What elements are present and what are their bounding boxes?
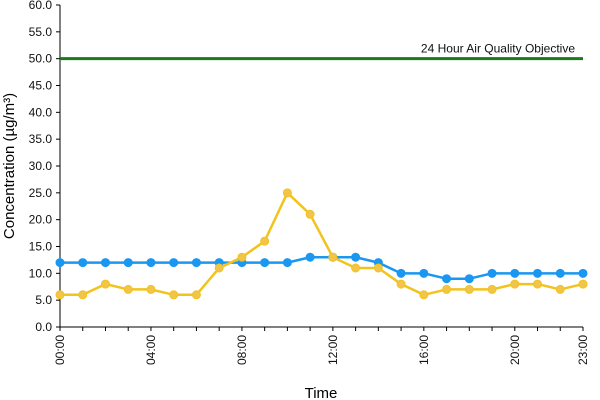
data-point — [396, 268, 406, 278]
y-axis-ticks: 0.0 5.0 10.0 15.0 20.0 25.0 30.0 35.0 40.0 45.0 50… — [29, 0, 60, 334]
x-tick-label: 08:00 — [235, 335, 249, 365]
data-point — [55, 290, 65, 300]
y-axis-title: Concentration (µg/m³) — [1, 93, 18, 239]
data-point — [146, 284, 156, 294]
data-point — [214, 263, 224, 273]
data-point — [578, 279, 588, 289]
data-point — [78, 290, 88, 300]
data-point — [282, 188, 292, 198]
data-point — [169, 290, 179, 300]
series-1 — [55, 252, 588, 284]
y-tick-label: 10.0 — [29, 266, 53, 280]
data-point — [555, 268, 565, 278]
data-point — [533, 268, 543, 278]
series-2 — [55, 188, 588, 300]
data-point — [191, 290, 201, 300]
data-point — [419, 268, 429, 278]
data-point — [191, 258, 201, 268]
series-group — [55, 188, 588, 300]
data-point — [237, 252, 247, 262]
x-tick-label: 23:00 — [576, 335, 590, 365]
x-tick-label: 04:00 — [144, 335, 158, 365]
data-point — [78, 258, 88, 268]
data-point — [123, 258, 133, 268]
reference-line-group: 24 Hour Air Quality Objective — [60, 42, 583, 61]
data-point — [442, 284, 452, 294]
data-point — [555, 284, 565, 294]
data-point — [510, 279, 520, 289]
data-point — [100, 258, 110, 268]
data-point — [419, 290, 429, 300]
data-point — [146, 258, 156, 268]
data-point — [305, 252, 315, 262]
y-tick-label: 35.0 — [29, 132, 53, 146]
x-tick-label: 20:00 — [508, 335, 522, 365]
data-point — [487, 284, 497, 294]
data-point — [260, 258, 270, 268]
data-point — [351, 263, 361, 273]
data-point — [305, 209, 315, 219]
objective-label: 24 Hour Air Quality Objective — [421, 42, 575, 56]
x-tick-label: 00:00 — [53, 335, 67, 365]
data-point — [464, 284, 474, 294]
y-tick-label: 55.0 — [29, 25, 53, 39]
y-tick-label: 30.0 — [29, 159, 53, 173]
series-line — [60, 191, 584, 297]
data-point — [510, 268, 520, 278]
y-tick-label: 20.0 — [29, 213, 53, 227]
x-axis-ticks: 00:00 04:00 08:00 12:00 16:00 20:00 23:00 — [53, 327, 590, 365]
data-point — [100, 279, 110, 289]
y-tick-label: 45.0 — [29, 79, 53, 93]
data-point — [373, 263, 383, 273]
x-tick-label: 16:00 — [417, 335, 431, 365]
data-point — [487, 268, 497, 278]
data-point — [55, 258, 65, 268]
data-point — [123, 284, 133, 294]
y-tick-label: 40.0 — [29, 105, 53, 119]
y-tick-label: 5.0 — [35, 293, 52, 307]
y-tick-label: 50.0 — [29, 52, 53, 66]
data-point — [169, 258, 179, 268]
y-tick-label: 0.0 — [35, 320, 52, 334]
series-line — [60, 255, 583, 280]
x-tick-label: 12:00 — [326, 335, 340, 365]
x-axis-title: Time — [305, 385, 338, 400]
data-point — [442, 274, 452, 284]
data-point — [328, 252, 338, 262]
y-tick-label: 15.0 — [29, 240, 53, 254]
data-point — [533, 279, 543, 289]
data-point — [260, 236, 270, 246]
data-point — [396, 279, 406, 289]
data-point — [464, 274, 474, 284]
data-point — [282, 258, 292, 268]
data-point — [578, 268, 588, 278]
y-tick-label: 60.0 — [29, 0, 53, 12]
y-tick-label: 25.0 — [29, 186, 53, 200]
data-point — [351, 252, 361, 262]
